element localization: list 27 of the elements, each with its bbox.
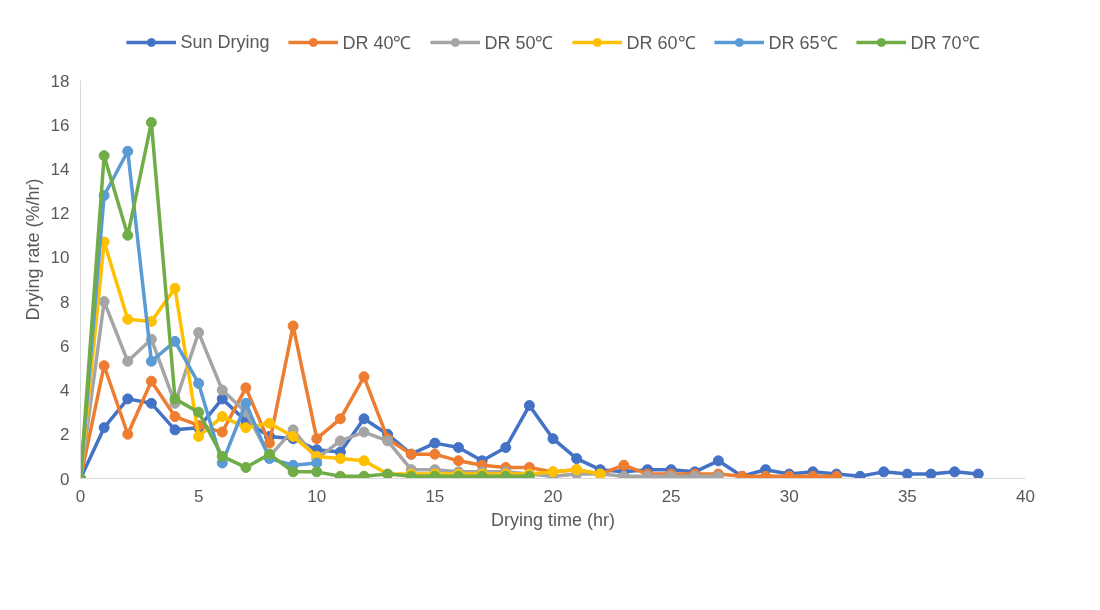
x-tick-label: 30 [779, 486, 799, 506]
y-tick-label: 8 [60, 292, 70, 312]
y-tick-label: 16 [50, 115, 70, 135]
x-axis-title: Drying time (hr) [490, 509, 616, 530]
y-tick-label: 14 [50, 159, 70, 179]
legend-label: DR 60℃ [626, 32, 696, 54]
x-tick-label: 5 [193, 486, 204, 506]
y-tick-label: 0 [60, 469, 70, 489]
legend-label: DR 70℃ [910, 32, 980, 54]
y-tick-label: 4 [60, 381, 70, 401]
x-tick-label: 20 [543, 486, 563, 506]
y-tick-label: 12 [50, 204, 70, 224]
x-tick-label: 40 [1016, 486, 1035, 506]
y-axis-title: Drying rate (%/hr) [22, 178, 43, 321]
legend-label: DR 40℃ [342, 32, 412, 54]
x-tick-label: 35 [897, 486, 917, 506]
y-tick-label: 18 [50, 71, 70, 91]
x-tick-label: 25 [661, 486, 681, 506]
legend-label: DR 65℃ [768, 32, 838, 54]
legend-label: DR 50℃ [484, 32, 554, 54]
x-tick-label: 0 [75, 486, 86, 506]
y-tick-label: 10 [50, 248, 70, 268]
y-tick-label: 2 [60, 425, 70, 445]
x-tick-label: 10 [307, 486, 327, 506]
legend-label: Sun Drying [180, 31, 270, 53]
x-tick-label: 15 [425, 486, 445, 506]
y-tick-label: 6 [60, 336, 70, 356]
